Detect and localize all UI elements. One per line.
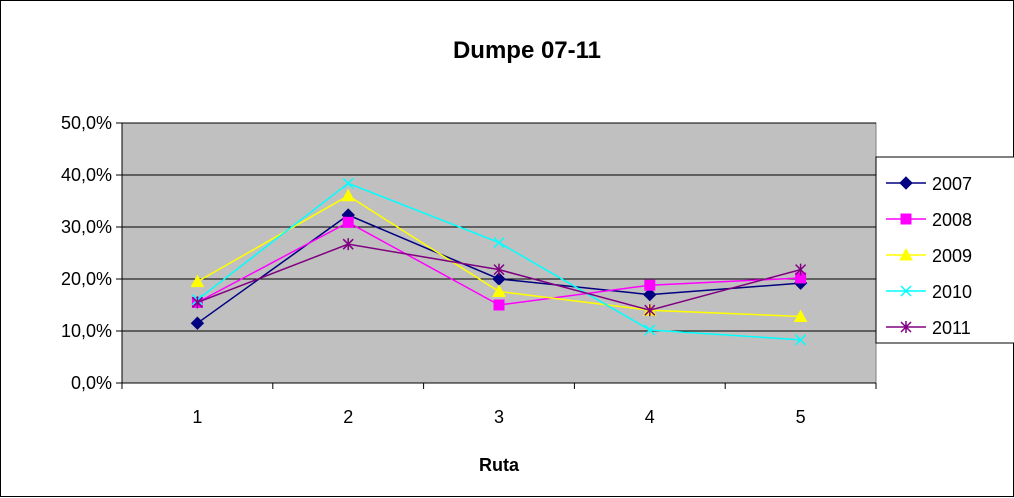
- x-axis-title: Ruta: [479, 455, 520, 475]
- data-point: [342, 216, 354, 228]
- legend-marker: [899, 247, 913, 261]
- series-2011: [191, 238, 807, 317]
- series-2010: [191, 177, 807, 346]
- legend-item: 2011: [886, 318, 971, 338]
- data-point: [190, 274, 205, 288]
- legend-item: 2007: [886, 174, 972, 194]
- y-tick-label: 0,0%: [71, 373, 112, 393]
- x-tick-label: 4: [645, 407, 655, 427]
- data-point: [190, 316, 205, 330]
- x-tick-label: 3: [494, 407, 504, 427]
- gridlines: [122, 122, 876, 332]
- legend-label: 2011: [932, 318, 971, 338]
- data-point: [493, 299, 505, 311]
- data-point: [191, 296, 203, 309]
- legend-item: 2008: [886, 210, 972, 230]
- data-point: [492, 284, 506, 297]
- plot-area: [121, 122, 877, 384]
- legend-label: 2007: [932, 174, 972, 194]
- legend-marker: [899, 176, 913, 190]
- data-point: [342, 238, 354, 251]
- data-point: [793, 309, 808, 322]
- data-point: [644, 304, 656, 317]
- y-tick-label: 20,0%: [61, 269, 112, 289]
- legend-label: 2010: [932, 282, 972, 302]
- x-tick-label: 2: [343, 407, 353, 427]
- y-tick-label: 10,0%: [61, 321, 112, 341]
- legend-marker: [900, 285, 912, 297]
- legend-item: 2009: [886, 246, 972, 266]
- legend-item: 2010: [886, 282, 972, 302]
- legend: 2007 2008 2009 2010 2011: [886, 174, 972, 338]
- y-tick-label: 50,0%: [61, 113, 112, 133]
- data-point: [342, 177, 354, 189]
- legend-marker: [900, 213, 912, 225]
- chart-title: Dumpe 07-11: [453, 37, 601, 64]
- data-point: [341, 188, 356, 202]
- data-point: [795, 334, 807, 346]
- legend-marker: [900, 321, 912, 333]
- x-tick-label: 1: [192, 407, 202, 427]
- data-point: [644, 324, 656, 336]
- data-point: [643, 287, 657, 302]
- y-tick-label: 30,0%: [61, 217, 112, 237]
- legend-box: [875, 156, 1014, 344]
- legend-label: 2008: [932, 210, 972, 230]
- axes: 0,0% 10,0% 20,0% 30,0% 40,0% 50,0% 1 2 3 4 5: [61, 113, 877, 427]
- data-point: [644, 279, 656, 291]
- y-tick-label: 40,0%: [61, 165, 112, 185]
- data-point: [795, 263, 807, 276]
- series-layer: [190, 177, 808, 346]
- data-point: [493, 263, 505, 276]
- x-tick-label: 5: [796, 407, 806, 427]
- series-2009: [190, 188, 808, 322]
- legend-label: 2009: [932, 246, 972, 266]
- data-point: [493, 237, 505, 249]
